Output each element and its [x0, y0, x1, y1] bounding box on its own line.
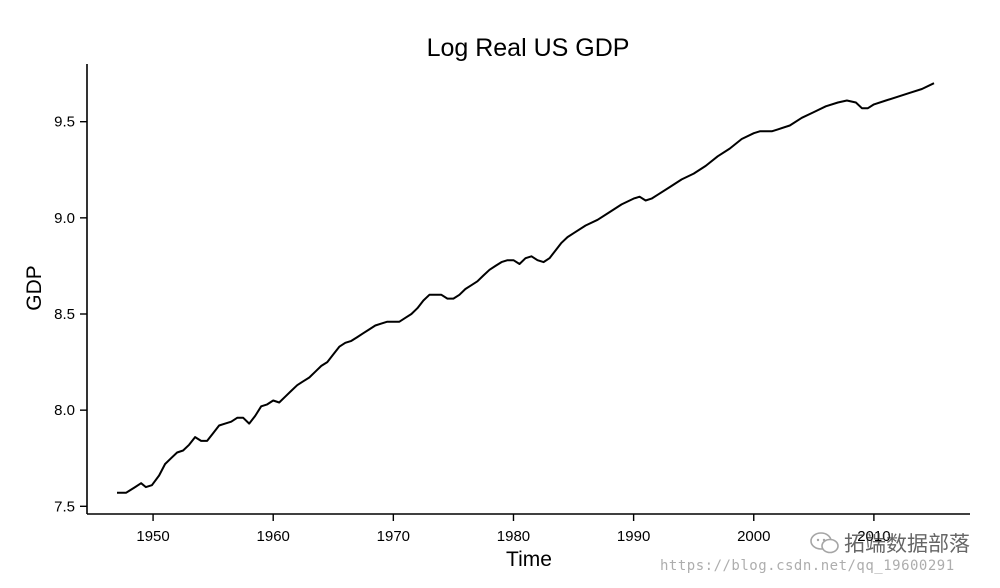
x-axis-ticks: 1950 1960 1970 1980 1990 2000 2010 — [136, 514, 891, 545]
x-tick-label: 1980 — [497, 528, 530, 545]
watermark-brand: 拓端数据部落 — [844, 533, 970, 556]
watermark: 拓端数据部落 — [810, 528, 970, 558]
x-tick-label: 1970 — [377, 528, 410, 545]
y-tick-label: 7.5 — [54, 498, 75, 515]
x-tick-label: 2010 — [857, 528, 890, 545]
y-tick-label: 8.0 — [54, 402, 75, 419]
y-tick-label: 9.5 — [54, 114, 75, 131]
y-tick-label: 8.5 — [54, 306, 75, 323]
y-axis-label: GDP — [23, 265, 46, 311]
y-axis-ticks: 7.5 8.0 8.5 9.0 9.5 — [54, 114, 87, 515]
chat-bubble-icon — [810, 532, 839, 554]
x-tick-label: 1950 — [136, 528, 169, 545]
x-tick-label: 2000 — [737, 528, 770, 545]
gdp-series-line — [117, 82, 935, 494]
y-tick-label: 9.0 — [54, 210, 75, 227]
x-tick-label: 1960 — [257, 528, 290, 545]
axes — [86, 64, 970, 515]
chart-title: Log Real US GDP — [427, 34, 630, 62]
watermark-url: https://blog.csdn.net/qq_19600291 — [660, 558, 955, 574]
x-axis-label: Time — [506, 548, 552, 571]
x-tick-label: 1990 — [617, 528, 650, 545]
